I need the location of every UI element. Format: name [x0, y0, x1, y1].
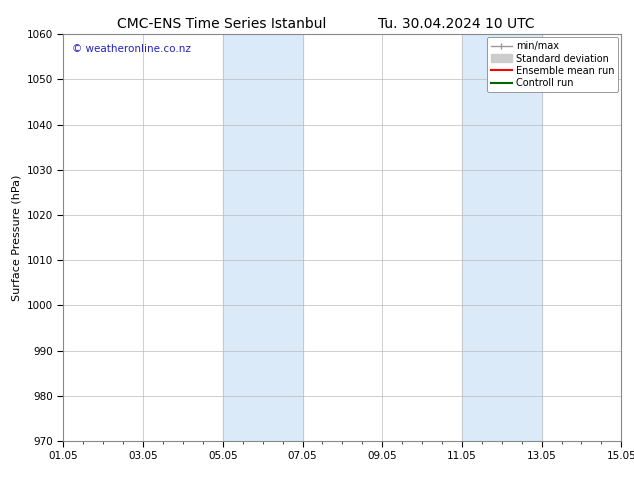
Text: Tu. 30.04.2024 10 UTC: Tu. 30.04.2024 10 UTC [378, 17, 535, 31]
Bar [462, 34, 541, 441]
Bar [223, 34, 302, 441]
Text: © weatheronline.co.nz: © weatheronline.co.nz [72, 45, 191, 54]
Text: CMC-ENS Time Series Istanbul: CMC-ENS Time Series Istanbul [117, 17, 327, 31]
Legend: min/max, Standard deviation, Ensemble mean run, Controll run: min/max, Standard deviation, Ensemble me… [487, 37, 618, 92]
Y-axis label: Surface Pressure (hPa): Surface Pressure (hPa) [11, 174, 21, 301]
